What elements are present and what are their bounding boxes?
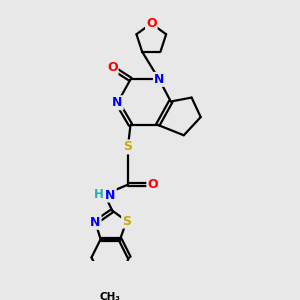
Text: O: O — [107, 61, 118, 74]
Text: S: S — [123, 140, 132, 154]
Text: N: N — [112, 96, 123, 109]
Text: O: O — [146, 17, 157, 30]
Text: N: N — [90, 216, 100, 229]
Text: N: N — [105, 189, 116, 202]
Text: N: N — [154, 73, 164, 86]
Text: H: H — [94, 188, 104, 200]
Text: O: O — [147, 178, 158, 191]
Text: CH₃: CH₃ — [100, 292, 121, 300]
Text: S: S — [122, 214, 131, 228]
